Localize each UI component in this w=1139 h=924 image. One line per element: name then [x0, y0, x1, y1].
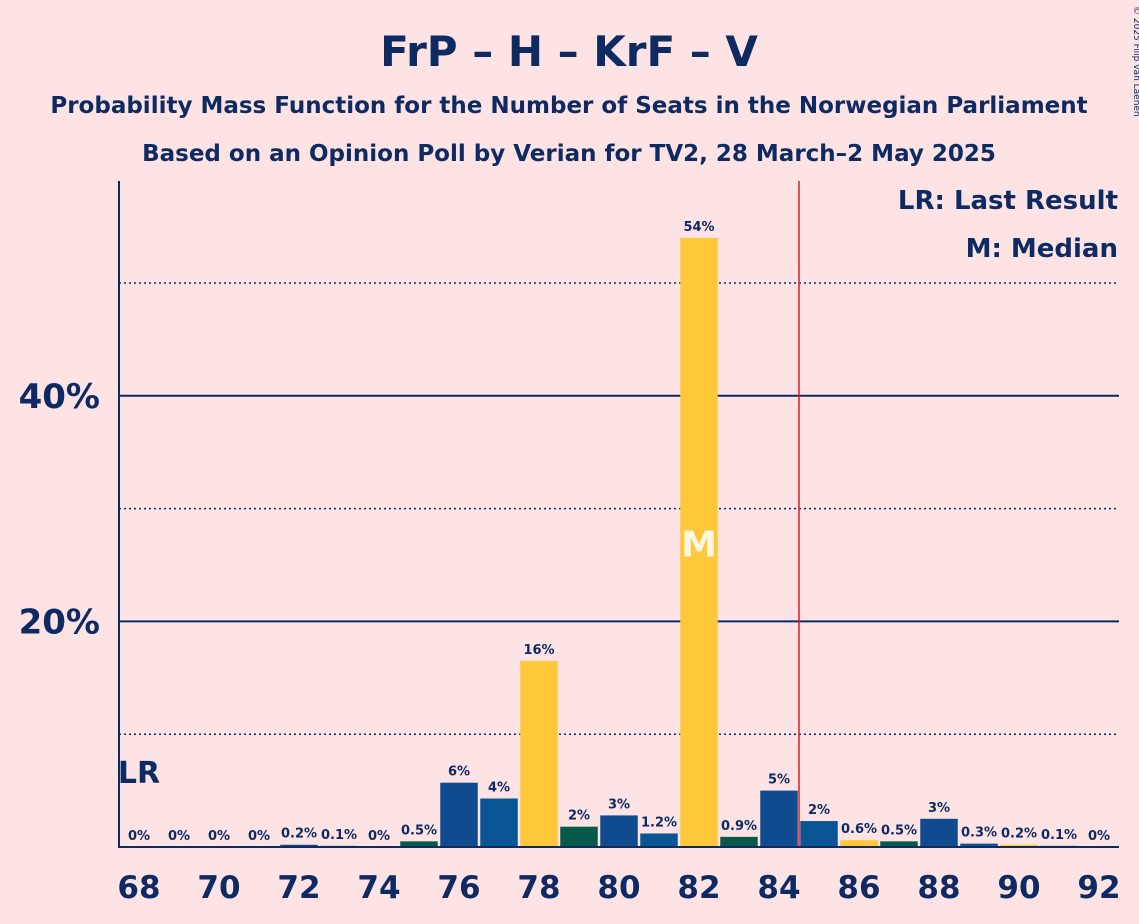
bar-label-seat-88: 3%	[928, 801, 950, 816]
bar-seat-89	[960, 843, 998, 847]
bar-seat-75	[400, 841, 438, 847]
bar-seat-82	[680, 237, 718, 847]
bar-seat-83	[720, 836, 758, 847]
bar-seat-86	[840, 840, 878, 847]
bar-label-seat-71: 0%	[248, 829, 270, 844]
bar-label-seat-80: 3%	[608, 797, 630, 812]
chart-title: FrP – H – KrF – V	[380, 27, 758, 76]
bar-seat-78	[520, 660, 558, 847]
x-tick-label-76: 76	[437, 870, 480, 906]
bar-seat-79	[560, 826, 598, 847]
gridlines	[119, 181, 1119, 847]
x-tick-label-92: 92	[1077, 870, 1120, 906]
bar-label-seat-78: 16%	[523, 643, 554, 658]
x-tick-label-90: 90	[997, 870, 1040, 906]
bar-label-seat-83: 0.9%	[721, 819, 757, 834]
bar-label-seat-77: 4%	[488, 780, 510, 795]
x-tick-label-82: 82	[677, 870, 720, 906]
x-tick-label-70: 70	[197, 870, 240, 906]
bar-seat-80	[600, 815, 638, 847]
bar-label-seat-79: 2%	[568, 809, 590, 824]
bar-seat-84	[760, 790, 798, 847]
bar-label-seat-84: 5%	[768, 773, 790, 788]
x-tick-label-74: 74	[357, 870, 400, 906]
bar-label-seat-74: 0%	[368, 829, 390, 844]
bar-seat-90	[1000, 844, 1038, 847]
bar-label-seat-72: 0.2%	[281, 827, 317, 842]
axes-group: 68 70 72 74 76 78 80 82 84 86 88 90 92 20% 40%	[19, 181, 1121, 906]
chart-subtitle-2: Based on an Opinion Poll by Verian for T…	[142, 141, 996, 167]
x-tick-label-86: 86	[837, 870, 880, 906]
bar-labels-group: 0% 0% 0% 0% 0.2% 0.1% 0% 0.5% 6% 4% 16% 2% 3% 1.2% 54%…	[118, 220, 1110, 844]
x-tick-label-80: 80	[597, 870, 640, 906]
legend-last-result: LR: Last Result	[898, 186, 1118, 216]
bar-label-seat-69: 0%	[168, 829, 190, 844]
bar-label-seat-92: 0%	[1088, 829, 1110, 844]
bar-label-seat-75: 0.5%	[401, 823, 437, 838]
x-tick-label-84: 84	[757, 870, 800, 906]
bar-seat-88	[920, 818, 958, 847]
legend-median: M: Median	[966, 234, 1118, 264]
last-result-marker: LR	[118, 756, 160, 791]
bar-seat-76	[440, 782, 478, 847]
median-marker: M	[681, 524, 717, 565]
bar-label-seat-90: 0.2%	[1001, 827, 1037, 842]
x-tick-label-88: 88	[917, 870, 960, 906]
bar-label-seat-89: 0.3%	[961, 826, 997, 841]
copyright-text: © 2025 Filip van Laenen	[1131, 6, 1139, 117]
x-tick-label-68: 68	[117, 870, 160, 906]
bar-label-seat-86: 0.6%	[841, 822, 877, 837]
bar-label-seat-87: 0.5%	[881, 823, 917, 838]
bar-label-seat-82: 54%	[683, 220, 714, 235]
bar-label-seat-85: 2%	[808, 803, 830, 818]
chart-subtitle-1: Probability Mass Function for the Number…	[50, 93, 1087, 119]
bar-label-seat-81: 1.2%	[641, 815, 677, 830]
bar-seat-85	[800, 821, 838, 847]
bar-seat-72	[280, 844, 318, 847]
bar-label-seat-73: 0.1%	[321, 828, 357, 843]
bar-seat-87	[880, 841, 918, 847]
bars-group	[280, 237, 1078, 847]
bar-label-seat-76: 6%	[448, 765, 470, 780]
y-tick-label-20: 20%	[19, 602, 100, 642]
x-tick-label-78: 78	[517, 870, 560, 906]
bar-seat-77	[480, 798, 518, 847]
bar-label-seat-68: 0%	[128, 829, 150, 844]
bar-label-seat-70: 0%	[208, 829, 230, 844]
bar-label-seat-91: 0.1%	[1041, 828, 1077, 843]
y-tick-label-40: 40%	[19, 377, 100, 417]
x-tick-label-72: 72	[277, 870, 320, 906]
bar-seat-81	[640, 833, 678, 847]
